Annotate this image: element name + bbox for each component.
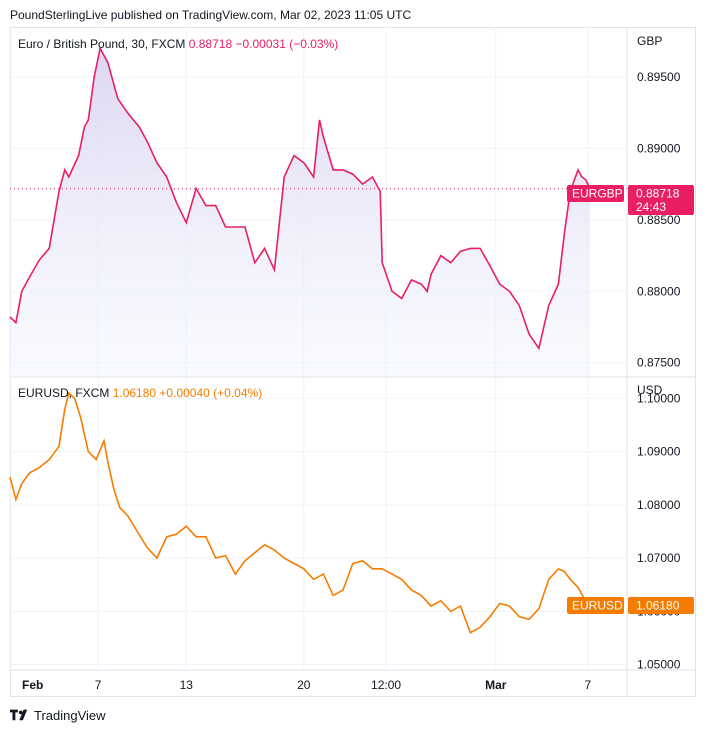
footer-branding[interactable]: TradingView [10,708,106,723]
eurgbp-currency-label: GBP [637,34,662,48]
eurgbp-price-tick-label: 0.89500 [637,70,681,84]
eurgbp-last-value: 0.88718 [188,37,233,51]
eurgbp-area-fill [10,48,590,378]
eurusd-price-tick-label: 1.09000 [637,445,681,459]
eurusd-legend[interactable]: EURUSD, FXCM 1.06180 +0.00040 (+0.04%) [18,386,262,400]
time-axis[interactable]: Feb 7 13 20 12:00 Mar 7 [22,678,591,692]
eurusd-price-tick-label: 1.07000 [637,551,681,565]
svg-text:0.88718: 0.88718 [636,187,680,201]
time-tick-label: Mar [485,678,507,692]
eurusd-price-tick-label: 1.10000 [637,391,681,405]
time-tick-label: 7 [584,678,591,692]
eurusd-price-axis[interactable]: 1.050001.060001.070001.080001.090001.100… [637,391,681,671]
time-tick-label: Feb [22,678,43,692]
eurusd-price-line[interactable] [9,391,591,634]
svg-text:EURUSD: EURUSD [572,599,623,613]
eurusd-symbol-title: EURUSD, FXCM [18,386,110,400]
publication-attribution: PoundSterlingLive published on TradingVi… [10,8,412,22]
eurusd-change: +0.00040 (+0.04%) [159,386,263,400]
eurusd-grid [10,397,627,666]
eurgbp-price-axis[interactable]: 0.87500 0.88000 0.88500 0.89000 0.89500 [637,70,681,370]
eurgbp-series-tag: EURGBP [567,185,624,202]
eurusd-price-tag: 1.06180 [628,597,694,614]
time-tick-label: 12:00 [371,678,401,692]
eurgbp-price-tick-label: 0.88000 [637,284,681,298]
eurgbp-price-tag: 0.88718 24:43 [628,185,694,215]
svg-text:EURGBP: EURGBP [572,187,623,201]
time-tick-label: 13 [180,678,194,692]
eurusd-series-tag: EURUSD [567,597,624,614]
eurusd-price-tick-label: 1.08000 [637,498,681,512]
eurgbp-price-tick-label: 0.88500 [637,213,681,227]
chart-canvas[interactable]: 0.87500 0.88000 0.88500 0.89000 0.89500 1.05… [0,0,707,700]
time-tick-label: 20 [297,678,311,692]
svg-text:1.06180: 1.06180 [636,599,680,613]
eurgbp-legend[interactable]: Euro / British Pound, 30, FXCM 0.88718 −… [18,37,338,51]
eurgbp-countdown: 24:43 [636,200,666,214]
tradingview-logo-icon [10,709,28,720]
eurgbp-price-line[interactable] [9,46,591,351]
time-tick-label: 7 [95,678,102,692]
eurgbp-price-tick-label: 0.89000 [637,141,681,155]
footer-brand-name: TradingView [34,708,106,723]
eurgbp-symbol-title: Euro / British Pound, 30, FXCM [18,37,186,51]
eurusd-last-value: 1.06180 [112,386,157,400]
eurusd-price-tick-label: 1.05000 [637,658,681,672]
eurgbp-change: −0.00031 (−0.03%) [235,37,339,51]
eurgbp-price-tick-label: 0.87500 [637,356,681,370]
eurusd-currency-label: USD [637,383,663,397]
